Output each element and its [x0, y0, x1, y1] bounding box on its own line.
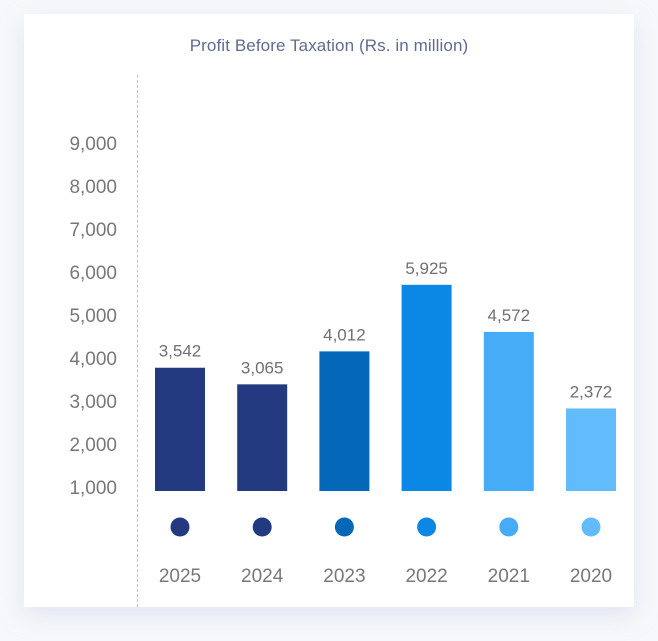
chart-title: Profit Before Taxation (Rs. in million) [189, 36, 469, 55]
y-tick-label: 5,000 [69, 306, 117, 327]
y-tick-label: 9,000 [69, 134, 117, 155]
x-tick-label: 2023 [323, 566, 365, 587]
bar-2021 [483, 331, 534, 491]
data-label: 4,012 [323, 325, 366, 344]
legend-marker-2025 [170, 517, 190, 537]
legend-marker-2022 [417, 517, 437, 537]
bar-2022 [401, 284, 452, 491]
x-tick-label: 2021 [488, 566, 530, 587]
x-tick-label: 2024 [241, 566, 284, 587]
legend-marker-2023 [334, 517, 354, 537]
y-tick-label: 6,000 [69, 263, 117, 284]
y-axis-line [137, 75, 138, 607]
x-tick-label: 2020 [570, 566, 612, 587]
y-tick-label: 3,000 [69, 392, 117, 413]
legend-marker-2020 [581, 517, 601, 537]
y-tick-label: 8,000 [69, 177, 117, 198]
chart-card [24, 14, 634, 607]
x-tick-label: 2025 [159, 566, 201, 587]
bar-2020 [566, 408, 616, 491]
bar-2024 [237, 384, 288, 491]
bar-2025 [155, 367, 205, 491]
data-label: 2,372 [570, 382, 613, 401]
y-tick-label: 1,000 [69, 478, 117, 499]
x-tick-label: 2022 [405, 566, 447, 587]
y-tick-label: 2,000 [69, 435, 117, 456]
data-label: 3,542 [159, 342, 202, 361]
legend-marker-2024 [252, 517, 272, 537]
y-tick-label: 7,000 [69, 220, 117, 241]
data-label: 3,065 [241, 358, 284, 377]
legend-marker-2021 [499, 517, 519, 537]
data-label: 5,925 [405, 259, 448, 278]
bar-2023 [319, 351, 370, 491]
y-tick-label: 4,000 [69, 349, 117, 370]
data-label: 4,572 [488, 306, 531, 325]
